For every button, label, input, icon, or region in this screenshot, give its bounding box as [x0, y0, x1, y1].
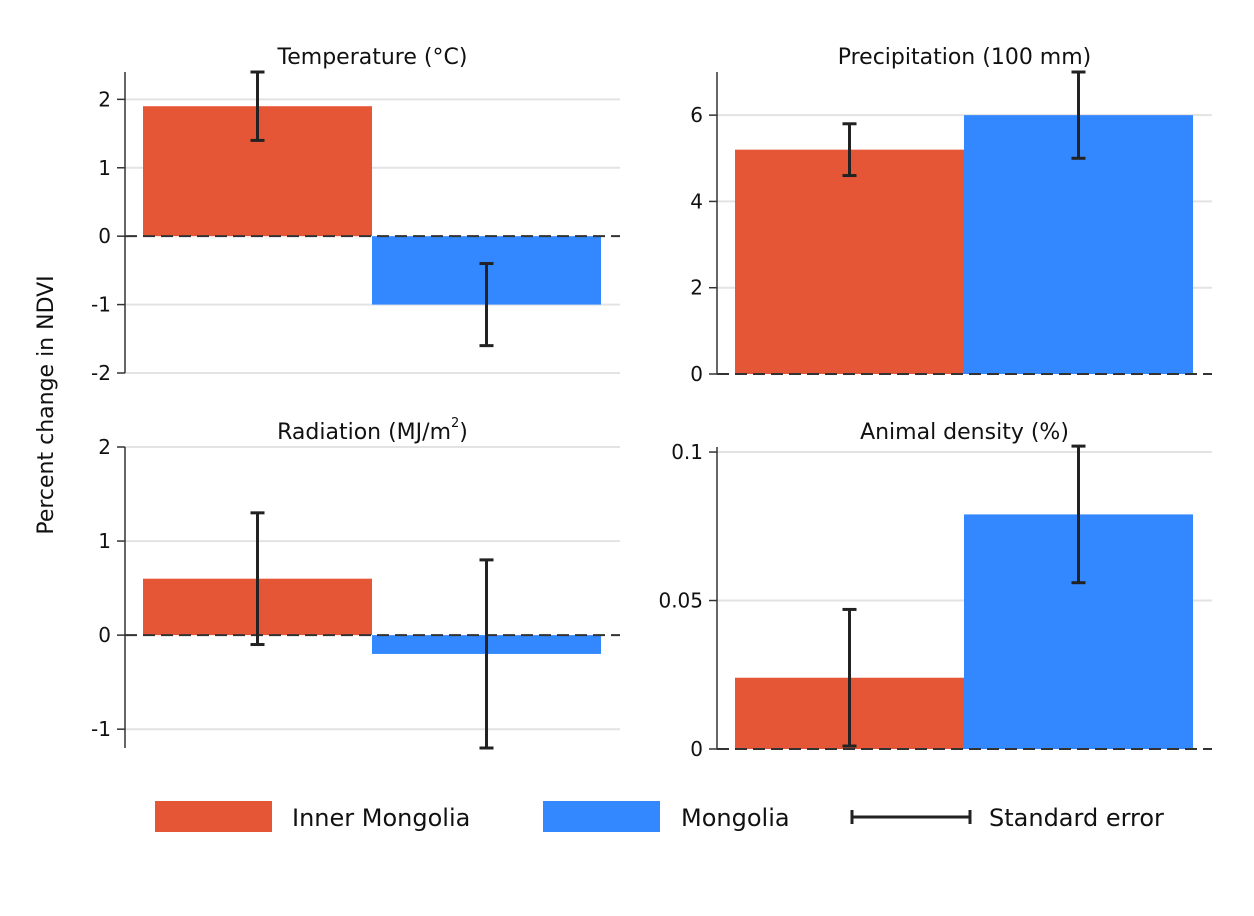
y-axis-label: Percent change in NDVI — [34, 275, 59, 534]
legend: Inner Mongolia Mongolia Standard error — [155, 801, 1164, 832]
y-tick-label: 0 — [98, 224, 111, 248]
title-text: Precipitation (100 mm) — [838, 45, 1092, 70]
y-tick-label: 2 — [690, 276, 703, 300]
error-bar-inner-mongolia — [250, 511, 265, 647]
legend-swatch-mongolia — [543, 801, 660, 832]
error-bar-inner-mongolia — [250, 70, 265, 142]
error-bar-mongolia — [479, 262, 494, 348]
title-suffix: ) — [459, 420, 468, 445]
panel-1: 2 1 0 -1 -2 Temperature (°C) — [91, 45, 620, 385]
y-tick-label: 0 — [690, 362, 703, 386]
y-tick-label: 2 — [98, 87, 111, 111]
error-bar-inner-mongolia — [842, 122, 857, 178]
bar-inner-mongolia — [735, 149, 964, 374]
y-tick-label: 4 — [690, 189, 703, 213]
y-tick-label: 1 — [98, 529, 111, 553]
legend-swatch-inner-mongolia — [155, 801, 272, 832]
y-tick-label: 0.05 — [658, 589, 703, 613]
panel-title: Radiation (MJ/m2) — [277, 416, 468, 445]
error-bar-inner-mongolia — [842, 607, 857, 748]
panel-title: Precipitation (100 mm) — [838, 45, 1092, 70]
legend-label-inner-mongolia: Inner Mongolia — [292, 804, 470, 832]
title-text: Temperature (°C) — [277, 45, 468, 70]
title-text: Animal density (%) — [860, 420, 1069, 445]
y-tick-label: 0 — [98, 623, 111, 647]
error-bar-mongolia — [479, 558, 494, 750]
y-tick-label: 0.1 — [671, 440, 703, 464]
panel-title: Animal density (%) — [860, 420, 1069, 445]
title-text: Radiation (MJ/m — [277, 420, 451, 445]
panel-2: 6 4 2 0 Precipitation (100 mm) — [690, 45, 1212, 386]
error-bar-mongolia — [1071, 444, 1086, 585]
panel-4: 0.1 0.05 0 Animal density (%) — [658, 420, 1212, 761]
y-tick-label: -1 — [91, 293, 111, 317]
y-tick-label: 2 — [98, 435, 111, 459]
y-tick-label: 6 — [690, 103, 703, 127]
error-bar-mongolia — [1071, 70, 1086, 160]
panel-title: Temperature (°C) — [277, 45, 468, 70]
y-tick-label: 1 — [98, 156, 111, 180]
legend-error-bar-icon — [850, 810, 972, 824]
title-superscript: 2 — [451, 416, 459, 431]
y-tick-label: -1 — [91, 717, 111, 741]
legend-label-mongolia: Mongolia — [681, 804, 790, 832]
y-tick-label: 0 — [690, 737, 703, 761]
y-tick-label: -2 — [91, 361, 111, 385]
legend-label-standard-error: Standard error — [989, 804, 1164, 832]
